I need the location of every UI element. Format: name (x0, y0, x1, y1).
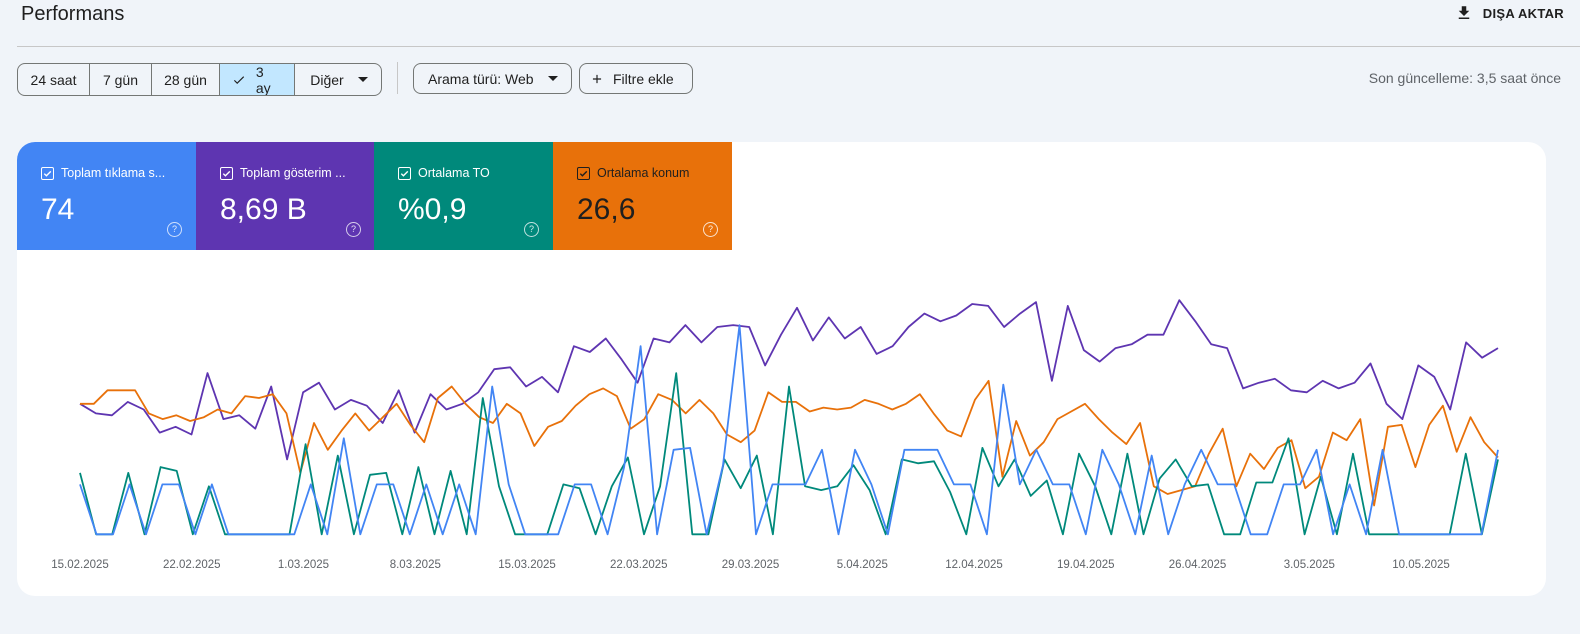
search-type-label: Arama türü: Web (428, 70, 534, 87)
help-icon[interactable]: ? (703, 222, 718, 237)
range-3m-button[interactable]: 3 ay (220, 64, 295, 95)
metric-label: Toplam gösterim ... (240, 166, 346, 180)
series-line-1 (80, 379, 1499, 507)
help-icon[interactable]: ? (524, 222, 539, 237)
x-tick-label: 1.03.2025 (278, 559, 329, 571)
range-label: 24 saat (30, 71, 77, 88)
x-tick-label: 26.04.2025 (1169, 559, 1227, 571)
performance-line-chart[interactable]: 15.02.2025 22.02.2025 1.03.2025 8.03.2025 15… (17, 250, 1546, 596)
help-icon[interactable]: ? (346, 222, 361, 237)
export-label: DIŞA AKTAR (1482, 5, 1564, 21)
range-other-button[interactable]: Diğer (295, 64, 381, 95)
download-icon (1458, 6, 1469, 19)
range-label: 3 ay (255, 63, 271, 96)
checkbox-icon[interactable] (220, 166, 233, 180)
x-tick-label: 19.04.2025 (1057, 559, 1115, 571)
metric-card-total-clicks[interactable]: Toplam tıklama s... 74 ? (17, 142, 196, 250)
range-label: 28 gün (164, 71, 207, 88)
export-button[interactable]: DIŞA AKTAR (1455, 4, 1564, 22)
metric-card-average-position[interactable]: Ortalama konum 26,6 ? (553, 142, 732, 250)
metric-label: Ortalama konum (597, 166, 690, 180)
series-line-2 (79, 372, 1499, 536)
x-tick-label: 22.02.2025 (163, 559, 221, 571)
x-tick-label: 15.02.2025 (51, 559, 109, 571)
date-range-selector: 24 saat 7 gün 28 gün 3 ay Diğer (17, 63, 382, 96)
page-title: Performans (21, 3, 125, 25)
x-tick-label: 29.03.2025 (722, 559, 780, 571)
metric-value: 8,69 B (220, 193, 307, 226)
series-line-0 (79, 299, 1499, 461)
checkbox-icon[interactable] (577, 166, 590, 180)
metric-label: Ortalama TO (418, 166, 490, 180)
help-icon[interactable]: ? (167, 222, 182, 237)
header-divider (17, 46, 1580, 47)
x-tick-label: 3.05.2025 (1284, 559, 1335, 571)
chevron-down-icon (357, 77, 368, 82)
toolbar-separator (397, 62, 398, 94)
metric-value: 26,6 (577, 193, 636, 226)
range-28d-button[interactable]: 28 gün (152, 64, 220, 95)
last-updated-text: Son güncelleme: 3,5 saat önce (1368, 70, 1561, 86)
plus-icon (592, 74, 602, 83)
metric-value: 74 (41, 193, 75, 226)
x-tick-label: 15.03.2025 (498, 559, 556, 571)
x-tick-label: 8.03.2025 (390, 559, 441, 571)
metric-value: %0,9 (398, 193, 467, 226)
range-24h-button[interactable]: 24 saat (18, 64, 90, 95)
checkbox-icon[interactable] (398, 166, 411, 180)
metric-label: Toplam tıklama s... (61, 166, 166, 180)
checkbox-icon[interactable] (41, 166, 54, 180)
x-tick-label: 22.03.2025 (610, 559, 668, 571)
add-filter-label: Filtre ekle (613, 70, 674, 87)
metric-card-total-impressions[interactable]: Toplam gösterim ... 8,69 B ? (196, 142, 375, 250)
check-icon (233, 75, 245, 84)
range-label: Diğer (310, 71, 344, 88)
x-tick-label: 5.04.2025 (837, 559, 888, 571)
chevron-down-icon (547, 76, 558, 81)
range-7d-button[interactable]: 7 gün (90, 64, 152, 95)
x-tick-label: 10.05.2025 (1392, 559, 1450, 571)
add-filter-button[interactable]: Filtre ekle (579, 63, 693, 94)
metric-card-average-ctr[interactable]: Ortalama TO %0,9 ? (374, 142, 553, 250)
series-line-3 (79, 324, 1499, 536)
search-type-dropdown[interactable]: Arama türü: Web (413, 63, 572, 94)
range-label: 7 gün (102, 71, 139, 88)
performance-chart-card: Toplam tıklama s... 74 ? Toplam gösterim… (17, 142, 1546, 596)
x-tick-label: 12.04.2025 (945, 559, 1003, 571)
